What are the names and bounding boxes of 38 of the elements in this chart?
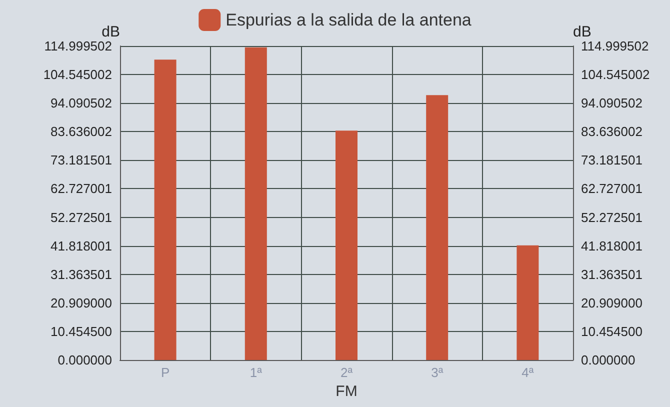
x-tick-label: P [160,365,170,380]
bar [244,47,267,360]
y2-tick-label: 31.363501 [581,266,642,282]
y2-tick-label: 104.545002 [581,67,650,82]
y2-tick-label: 73.181501 [581,152,642,168]
x-axis-title: FM [336,382,358,400]
x-tick-label: 2ª [340,365,353,380]
x-tick-label: 3ª [431,365,444,380]
y-tick-label: 10.454500 [50,324,112,339]
y2-tick-label: 52.272501 [581,210,642,225]
bar [426,95,448,360]
y-tick-label: 83.636002 [50,124,112,140]
y-tick-label: 62.727001 [50,181,112,196]
y-tick-label: 114.999502 [44,38,112,54]
y2-tick-label: 20.909000 [581,295,642,310]
x-tick-label: 1ª [250,365,262,380]
y-tick-label: 41.818001 [50,238,112,254]
y-tick-label: 0.000000 [58,352,112,368]
bar [336,130,358,360]
bar [154,60,176,360]
y2-axis-title: dB [573,24,592,41]
y2-tick-label: 83.636002 [581,124,642,140]
x-tick-label: 4ª [522,365,534,380]
y2-tick-label: 94.090502 [581,96,642,111]
legend-label: Espurias a la salida de la antena [226,10,472,30]
y-axis-title: dB [102,24,120,41]
y2-tick-label: 62.727001 [581,181,642,196]
y2-tick-label: 0.000000 [581,352,636,368]
y-tick-label: 94.090502 [50,96,112,111]
y-tick-label: 52.272501 [50,210,112,225]
y-tick-label: 73.181501 [50,152,112,168]
y-tick-label: 31.363501 [50,266,112,282]
y2-tick-label: 10.454500 [581,324,642,339]
y2-tick-label: 41.818001 [581,238,642,254]
y-tick-label: 20.909000 [50,295,112,310]
y-tick-label: 104.545002 [43,67,112,82]
bar [516,245,539,360]
y2-tick-label: 114.999502 [581,38,649,54]
